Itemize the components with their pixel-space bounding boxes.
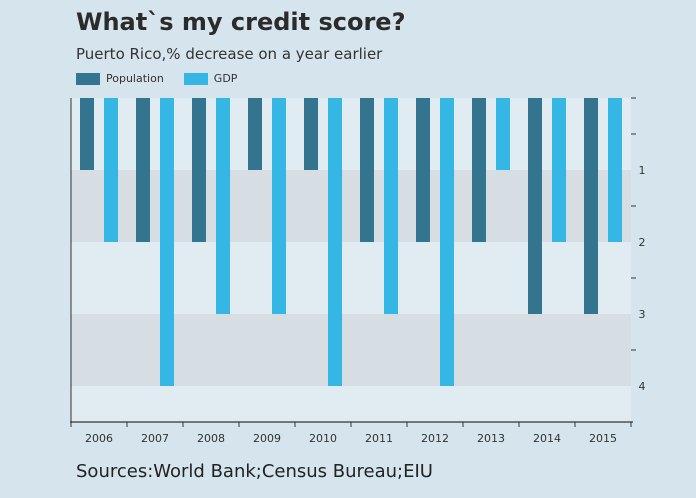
legend-label-gdp: GDP — [213, 72, 238, 85]
legend: Population GDP — [76, 72, 257, 85]
y-tick-label-1: 1 — [639, 164, 646, 177]
x-tick-label-2006: 2006 — [85, 432, 113, 445]
bar-gdp-2011 — [384, 98, 398, 314]
bar-gdp-2015 — [608, 98, 622, 242]
legend-swatch-gdp — [183, 72, 208, 85]
bar-population-2006 — [80, 98, 94, 170]
x-tick-label-2015: 2015 — [589, 432, 617, 445]
bar-gdp-2009 — [272, 98, 286, 314]
legend-label-population: Population — [106, 72, 164, 85]
x-tick-label-2008: 2008 — [197, 432, 225, 445]
bar-gdp-2013 — [496, 98, 510, 170]
bar-gdp-2010 — [328, 98, 342, 386]
x-tick-label-2014: 2014 — [533, 432, 561, 445]
x-tick-label-2012: 2012 — [421, 432, 449, 445]
background-band — [71, 98, 631, 170]
bar-population-2011 — [360, 98, 374, 242]
bar-population-2010 — [304, 98, 318, 170]
background-band — [71, 386, 631, 422]
bar-population-2014 — [528, 98, 542, 314]
source-note: Sources:World Bank;Census Bureau;EIU — [76, 461, 433, 482]
x-tick-label-2013: 2013 — [477, 432, 505, 445]
bar-population-2015 — [584, 98, 598, 314]
bar-gdp-2008 — [216, 98, 230, 314]
chart-title: What`s my credit score? — [76, 8, 406, 36]
legend-item-gdp: GDP — [183, 72, 238, 85]
bar-gdp-2014 — [552, 98, 566, 242]
bar-gdp-2006 — [104, 98, 118, 242]
background-band — [71, 170, 631, 242]
y-tick-label-4: 4 — [639, 380, 646, 393]
chart-subtitle: Puerto Rico,% decrease on a year earlier — [76, 45, 383, 63]
bar-population-2008 — [192, 98, 206, 242]
bar-population-2013 — [472, 98, 486, 242]
y-tick-label-2: 2 — [639, 236, 646, 249]
bar-gdp-2012 — [440, 98, 454, 386]
bar-population-2012 — [416, 98, 430, 242]
legend-swatch-population — [76, 72, 100, 85]
background-band — [71, 242, 631, 314]
bar-population-2009 — [248, 98, 262, 170]
x-tick-label-2007: 2007 — [141, 432, 169, 445]
y-tick-label-3: 3 — [639, 308, 646, 321]
bar-gdp-2007 — [160, 98, 174, 386]
x-tick-label-2011: 2011 — [365, 432, 393, 445]
bar-population-2007 — [136, 98, 150, 242]
x-tick-label-2009: 2009 — [253, 432, 281, 445]
background-band — [71, 314, 631, 386]
legend-item-population: Population — [76, 72, 164, 85]
x-tick-label-2010: 2010 — [309, 432, 337, 445]
